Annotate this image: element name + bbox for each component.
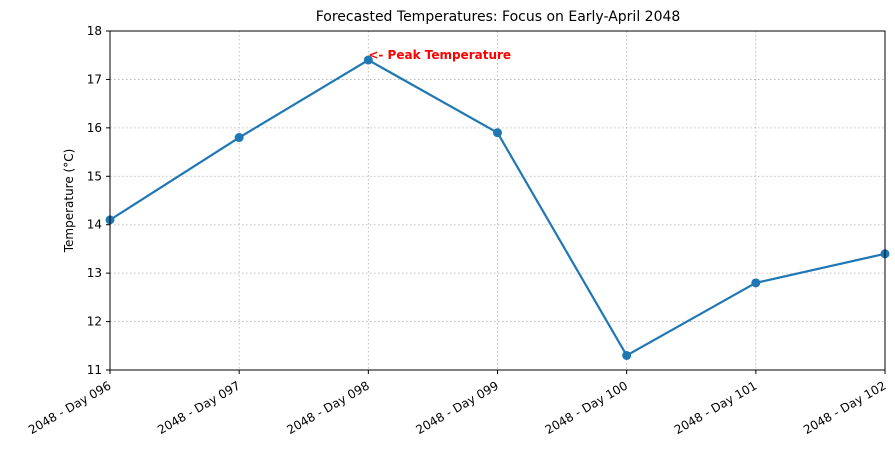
data-point bbox=[234, 133, 244, 143]
y-tick-label: 15 bbox=[87, 169, 102, 183]
x-tick-label: 2048 - Day 097 bbox=[155, 378, 242, 437]
x-tick-label: 2048 - Day 101 bbox=[672, 378, 759, 437]
data-points bbox=[105, 55, 890, 360]
x-tick-label: 2048 - Day 100 bbox=[543, 378, 630, 437]
grid-lines bbox=[109, 30, 886, 371]
y-tick-label: 17 bbox=[87, 72, 102, 86]
x-tick-label: 2048 - Day 102 bbox=[801, 378, 888, 437]
y-axis-label: Temperature (°C) bbox=[62, 149, 76, 254]
y-tick-label: 14 bbox=[87, 218, 102, 232]
chart-title: Forecasted Temperatures: Focus on Early-… bbox=[316, 9, 681, 25]
x-axis-ticks: 2048 - Day 096 2048 - Day 097 2048 - Day 0… bbox=[26, 370, 889, 437]
data-point bbox=[493, 128, 502, 138]
y-tick-label: 16 bbox=[87, 121, 102, 135]
y-tick-label: 13 bbox=[87, 266, 102, 280]
x-tick-label: 2048 - Day 096 bbox=[26, 378, 113, 437]
x-tick-label: 2048 - Day 099 bbox=[414, 378, 501, 437]
x-tick-label: 2048 - Day 098 bbox=[284, 378, 371, 437]
y-axis-ticks: 11 12 13 14 15 16 17 18 bbox=[87, 24, 110, 377]
y-tick-label: 18 bbox=[87, 24, 102, 38]
y-tick-label: 11 bbox=[87, 363, 102, 377]
peak-annotation: <- Peak Temperature bbox=[368, 48, 511, 62]
data-point bbox=[751, 278, 761, 288]
data-point bbox=[363, 55, 373, 65]
y-tick-label: 12 bbox=[87, 315, 102, 329]
data-point bbox=[622, 350, 632, 360]
